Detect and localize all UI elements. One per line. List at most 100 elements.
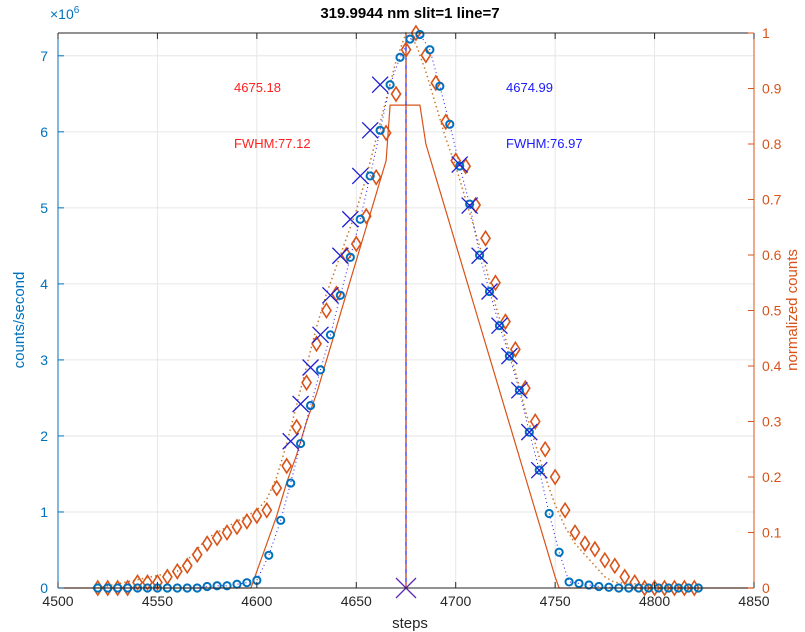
circle-marker xyxy=(345,252,355,262)
x-marker xyxy=(451,156,469,173)
circle-marker xyxy=(325,330,336,340)
circle-marker xyxy=(474,250,485,260)
x-marker xyxy=(520,423,538,441)
diamond-marker xyxy=(191,546,203,564)
x-axis-label: steps xyxy=(392,615,428,632)
y-tick-label-left: 0 xyxy=(40,580,48,596)
circle-marker xyxy=(484,286,495,297)
circle-marker xyxy=(242,578,252,588)
y-tick-label-right: 0 xyxy=(762,580,770,596)
y-tick-label-right: 0.1 xyxy=(762,525,782,541)
diamond-marker xyxy=(281,457,293,475)
circle-marker xyxy=(264,550,274,560)
circle-marker xyxy=(212,581,222,591)
diamond-marker xyxy=(440,113,452,131)
x-marker xyxy=(341,210,359,228)
circle-marker xyxy=(305,400,316,411)
circle-marker xyxy=(435,81,445,91)
circle-marker xyxy=(415,29,425,40)
x-marker xyxy=(321,286,339,304)
diamond-marker xyxy=(430,74,442,92)
diamond-marker xyxy=(490,274,501,292)
diamond-marker xyxy=(301,374,313,392)
circle-marker xyxy=(375,125,385,135)
y-tick-label-left: 1 xyxy=(40,504,48,520)
x-marker xyxy=(500,347,518,365)
y-tick-label-right: 0.6 xyxy=(762,247,782,263)
diamond-marker xyxy=(221,524,233,541)
circle-marker xyxy=(405,34,415,44)
x-tick-label: 4500 xyxy=(42,593,73,609)
y-tick-label-left: 6 xyxy=(40,124,48,140)
circle-marker xyxy=(455,161,465,171)
annotation-right-fwhm: FWHM:76.97 xyxy=(506,136,583,151)
circle-marker xyxy=(524,427,534,437)
y-tick-label-right: 0.2 xyxy=(762,469,782,485)
chart-title: 319.9944 nm slit=1 line=7 xyxy=(320,5,499,22)
annotation-left-center: 4675.18 xyxy=(234,80,281,95)
circle-marker xyxy=(514,385,524,395)
diamond-marker xyxy=(251,507,263,525)
circle-marker xyxy=(395,52,405,62)
diamond-marker xyxy=(559,501,571,519)
x-marker xyxy=(292,395,310,413)
diamond-marker xyxy=(529,413,541,430)
circle-marker xyxy=(445,119,455,129)
x-marker xyxy=(530,461,548,479)
circle-marker xyxy=(355,214,365,224)
y-tick-label-right: 0.9 xyxy=(762,81,782,97)
circle-marker xyxy=(286,478,296,488)
circle-marker xyxy=(365,171,375,181)
diamond-marker xyxy=(599,551,611,569)
annotation-right-center: 4674.99 xyxy=(506,80,553,95)
diamond-marker xyxy=(390,85,402,103)
x-marker xyxy=(491,317,508,335)
x-tick-label: 4700 xyxy=(440,593,471,609)
x-tick-label: 4800 xyxy=(639,593,670,609)
circle-marker xyxy=(494,321,505,331)
x-marker xyxy=(302,359,320,376)
axes: 4500 4550 4600 4650 4700 4750 4800 485001234567… xyxy=(40,25,781,609)
x-tick-label: 4550 xyxy=(142,593,173,609)
x-marker xyxy=(461,197,479,215)
circle-marker xyxy=(202,581,212,592)
x-tick-label: 4750 xyxy=(540,593,571,609)
diamond-marker xyxy=(132,573,143,591)
circle-marker xyxy=(465,199,475,209)
y-tick-label-right: 1 xyxy=(762,25,770,41)
diamond-marker xyxy=(519,379,531,397)
diamond-marker xyxy=(151,573,163,591)
x-tick-label: 4600 xyxy=(241,593,272,609)
diamond-marker xyxy=(271,479,283,497)
diamond-marker xyxy=(539,440,551,458)
x-marker xyxy=(471,247,489,265)
diamond-marker xyxy=(549,468,561,486)
x-tick-label: 4850 xyxy=(738,593,769,609)
diamond-marker xyxy=(609,557,621,575)
circle-marker xyxy=(425,45,435,55)
diamond-marker xyxy=(400,41,412,59)
y-tick-label-right: 0.7 xyxy=(762,192,782,208)
diamond-marker xyxy=(181,557,193,575)
circle-marker xyxy=(594,581,604,592)
circle-marker xyxy=(335,290,345,300)
y-tick-label-left: 7 xyxy=(40,48,48,64)
diamond-marker xyxy=(142,573,153,591)
x-marker xyxy=(331,247,349,265)
y-tick-label-right: 0.4 xyxy=(762,358,782,374)
diamond-marker xyxy=(231,518,243,536)
circle-marker xyxy=(504,351,515,361)
circle-marker xyxy=(534,465,544,475)
diamond-marker xyxy=(171,562,183,580)
circle-marker xyxy=(564,577,574,587)
diamond-marker xyxy=(509,340,521,358)
diamond-marker xyxy=(569,524,581,541)
circle-marker xyxy=(222,581,232,591)
circle-marker xyxy=(385,80,395,90)
y-tick-label-left: 5 xyxy=(40,200,48,216)
diamond-marker xyxy=(589,540,601,558)
x-marker xyxy=(312,326,329,344)
series-fit-dotted xyxy=(97,31,695,589)
x-marker xyxy=(371,76,389,94)
